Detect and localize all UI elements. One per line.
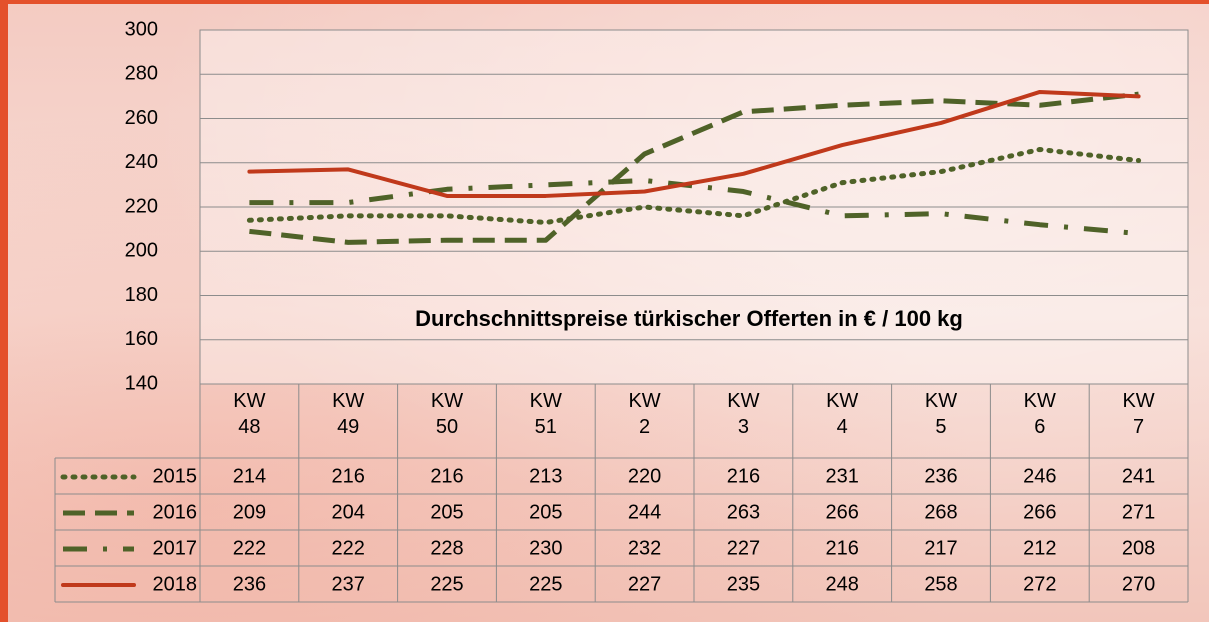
x-tick-label-box: KW 50 <box>398 388 497 458</box>
x-tick-label-box: KW 2 <box>595 388 694 458</box>
legend-label: 2015 <box>153 465 198 487</box>
x-tick-label: KW 4 <box>822 388 862 440</box>
y-tick-label: 260 <box>125 107 158 129</box>
x-tick-label-box: KW 4 <box>793 388 892 458</box>
page: 140 160 180 200 220 240 260 280 300 Durchschnitts… <box>0 0 1209 622</box>
table-value: 204 <box>332 501 365 523</box>
x-tick-label-box: KW 3 <box>694 388 793 458</box>
table-value: 271 <box>1122 501 1155 523</box>
table-value: 220 <box>628 465 661 487</box>
table-value: 216 <box>332 465 365 487</box>
table-value: 244 <box>628 501 661 523</box>
x-tick-label-box: KW 6 <box>990 388 1089 458</box>
x-tick-label-box: KW 51 <box>496 388 595 458</box>
table-value: 235 <box>727 573 760 595</box>
x-tick-label-box: KW 7 <box>1089 388 1188 458</box>
y-tick-label: 160 <box>125 328 158 350</box>
chart: 140 160 180 200 220 240 260 280 300 Durchschnitts… <box>8 4 1209 622</box>
table-value: 248 <box>826 573 859 595</box>
x-tick-label: KW 51 <box>526 388 566 440</box>
x-tick-label-box: KW 48 <box>200 388 299 458</box>
table-value: 230 <box>529 537 562 559</box>
y-tick-label: 280 <box>125 63 158 85</box>
x-tick-label: KW 48 <box>229 388 269 440</box>
table-value: 236 <box>924 465 957 487</box>
table-value: 214 <box>233 465 266 487</box>
x-tick-label-box: KW 5 <box>892 388 991 458</box>
y-tick-label: 140 <box>125 372 158 394</box>
y-tick-label: 240 <box>125 151 158 173</box>
table-value: 208 <box>1122 537 1155 559</box>
table-value: 225 <box>529 573 562 595</box>
table-value: 227 <box>628 573 661 595</box>
y-tick-label: 220 <box>125 195 158 217</box>
table-value: 237 <box>332 573 365 595</box>
table-value: 246 <box>1023 465 1056 487</box>
table-value: 232 <box>628 537 661 559</box>
x-tick-label-box: KW 49 <box>299 388 398 458</box>
table-value: 268 <box>924 501 957 523</box>
legend-label: 2016 <box>153 501 198 523</box>
x-tick-label: KW 2 <box>625 388 665 440</box>
table-value: 266 <box>1023 501 1056 523</box>
chart-annotation: Durchschnittspreise türkischer Offerten … <box>415 306 963 331</box>
x-tick-label: KW 50 <box>427 388 467 440</box>
table-value: 270 <box>1122 573 1155 595</box>
y-tick-label: 180 <box>125 284 158 306</box>
x-tick-label: KW 7 <box>1119 388 1159 440</box>
legend-label: 2018 <box>153 573 198 595</box>
table-value: 209 <box>233 501 266 523</box>
table-value: 228 <box>430 537 463 559</box>
table-value: 213 <box>529 465 562 487</box>
table-value: 266 <box>826 501 859 523</box>
table-value: 231 <box>826 465 859 487</box>
y-tick-label: 300 <box>125 18 158 40</box>
table-value: 222 <box>233 537 266 559</box>
table-value: 241 <box>1122 465 1155 487</box>
table-value: 272 <box>1023 573 1056 595</box>
x-tick-label: KW 49 <box>328 388 368 440</box>
y-tick-label: 200 <box>125 240 158 262</box>
table-value: 263 <box>727 501 760 523</box>
table-value: 216 <box>430 465 463 487</box>
table-value: 216 <box>727 465 760 487</box>
table-value: 258 <box>924 573 957 595</box>
table-value: 212 <box>1023 537 1056 559</box>
table-value: 205 <box>529 501 562 523</box>
table-value: 236 <box>233 573 266 595</box>
legend-label: 2017 <box>153 537 198 559</box>
table-value: 216 <box>826 537 859 559</box>
table-value: 222 <box>332 537 365 559</box>
x-tick-label: KW 5 <box>921 388 961 440</box>
x-tick-label: KW 6 <box>1020 388 1060 440</box>
table-value: 205 <box>430 501 463 523</box>
table-value: 217 <box>924 537 957 559</box>
x-tick-label: KW 3 <box>723 388 763 440</box>
table-value: 225 <box>430 573 463 595</box>
table-value: 227 <box>727 537 760 559</box>
